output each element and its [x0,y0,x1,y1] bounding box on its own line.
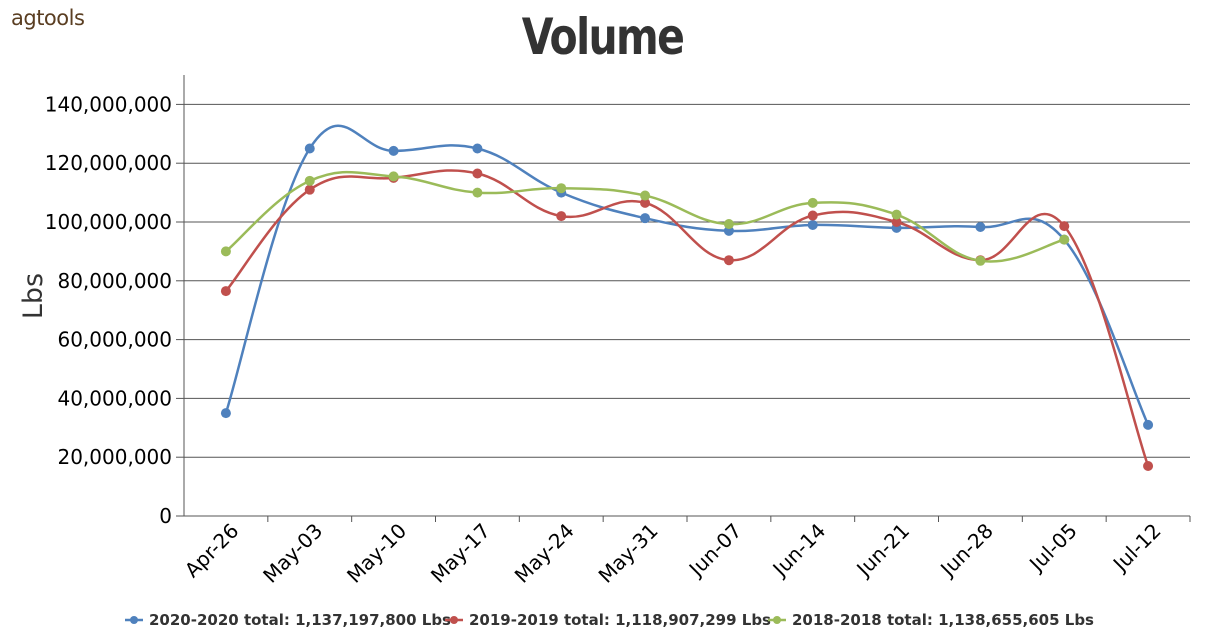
legend-marker [450,616,458,624]
x-tick-label: Jun-14 [767,519,831,583]
data-point[interactable] [304,184,315,195]
data-point[interactable] [472,168,483,179]
grid-lines [184,103,1190,458]
series-2 [220,170,1070,266]
series-group [220,124,1154,472]
legend-item[interactable]: 2019-2019 total: 1,118,907,299 Lbs [445,611,771,629]
y-tick-labels: 0 20,000,000 40,000,000 60,000,000 80,000,00… [45,92,172,528]
x-tick-label: Jul-12 [1107,519,1166,578]
data-point[interactable] [640,197,651,208]
data-point[interactable] [220,246,231,257]
series-line [224,124,1150,426]
y-tick-label: 100,000,000 [45,210,172,234]
data-point[interactable] [1059,221,1070,232]
data-point[interactable] [723,219,734,230]
y-axis-label: Lbs [18,273,49,319]
x-tick-label: May-24 [510,519,579,588]
data-point[interactable] [975,255,986,266]
y-tick-label: 20,000,000 [57,445,172,469]
data-point[interactable] [472,187,483,198]
legend-marker [773,616,781,624]
axes [176,75,1191,522]
series-line [224,169,1150,467]
y-tick-label: 60,000,000 [57,328,172,352]
data-point[interactable] [388,171,399,182]
x-tick-label: May-10 [342,519,411,588]
data-point[interactable] [640,190,651,201]
legend-label: 2020-2020 total: 1,137,197,800 Lbs [149,611,451,629]
data-point[interactable] [975,221,986,232]
series-0 [220,124,1154,430]
x-tick-label: Jun-21 [851,519,915,583]
data-point[interactable] [807,219,818,230]
y-tick-label: 80,000,000 [57,269,172,293]
x-tick-labels: Apr-26 May-03 May-10 May-17 May-24 May-31 Jun-… [180,519,1166,588]
data-point[interactable] [220,408,231,419]
x-tick-label: Jul-05 [1023,519,1082,578]
legend-item[interactable]: 2020-2020 total: 1,137,197,800 Lbs [125,611,451,629]
data-point[interactable] [807,197,818,208]
legend-marker [130,616,138,624]
agtools-logo: agtools [11,6,85,30]
y-tick-label: 140,000,000 [45,92,172,116]
y-tick-label: 0 [159,504,172,528]
x-tick-label: Jun-07 [683,519,747,583]
data-point[interactable] [220,286,231,297]
x-tick-label: Jun-28 [934,519,998,583]
data-point[interactable] [388,145,399,156]
x-tick-label: Apr-26 [180,519,244,583]
data-point[interactable] [1059,234,1070,245]
legend-label: 2019-2019 total: 1,118,907,299 Lbs [469,611,771,629]
data-point[interactable] [472,143,483,154]
data-point[interactable] [1143,419,1154,430]
data-point[interactable] [723,255,734,266]
legend[interactable]: 2020-2020 total: 1,137,197,800 Lbs 2019-2… [125,611,1094,629]
legend-label: 2018-2018 total: 1,138,655,605 Lbs [792,611,1094,629]
x-tick-label: May-03 [258,519,327,588]
data-point[interactable] [304,175,315,186]
y-tick-label: 40,000,000 [57,386,172,410]
y-tick-label: 120,000,000 [45,151,172,175]
data-point[interactable] [1143,461,1154,472]
data-point[interactable] [891,209,902,220]
x-tick-label: May-31 [594,519,663,588]
series-1 [220,168,1154,472]
data-point[interactable] [807,210,818,221]
data-point[interactable] [891,217,902,227]
data-point[interactable] [304,143,315,154]
data-point[interactable] [556,211,567,222]
data-point[interactable] [640,213,651,224]
legend-item[interactable]: 2018-2018 total: 1,138,655,605 Lbs [768,611,1094,629]
data-point[interactable] [556,183,567,194]
chart-title: Volume [521,8,685,66]
x-tick-label: May-17 [426,519,495,588]
